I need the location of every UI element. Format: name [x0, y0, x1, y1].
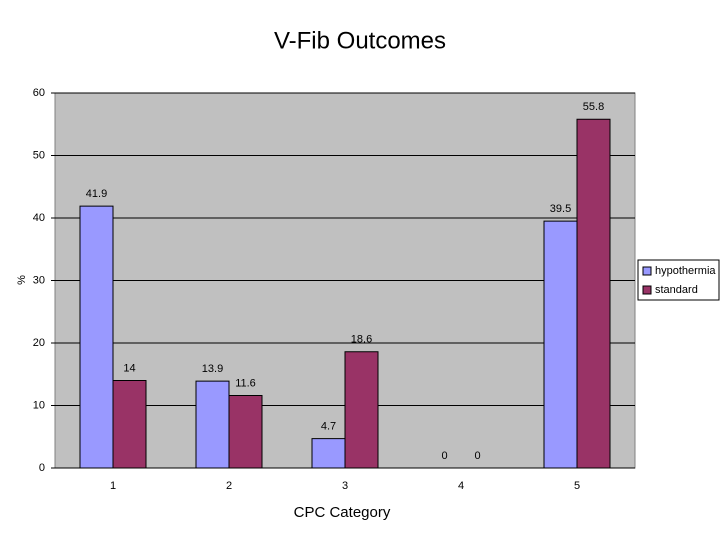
value-label: 55.8 — [583, 101, 604, 113]
value-label: 39.5 — [550, 203, 571, 215]
value-label: 4.7 — [321, 421, 336, 433]
x-tick-label: 3 — [342, 480, 348, 492]
y-tick-label: 10 — [33, 399, 45, 411]
value-label: 14 — [123, 362, 135, 374]
y-tick-label: 30 — [33, 274, 45, 286]
x-tick-label: 5 — [574, 480, 580, 492]
value-label: 18.6 — [351, 334, 372, 346]
value-label: 0 — [474, 450, 480, 462]
bar — [311, 438, 346, 469]
x-tick-label: 1 — [110, 480, 116, 492]
y-tick-label: 20 — [33, 337, 45, 349]
y-tick-label: 60 — [33, 87, 45, 99]
bar — [228, 395, 263, 469]
value-label: 11.6 — [235, 377, 256, 389]
y-axis-title: % — [16, 275, 28, 285]
bar — [576, 118, 611, 469]
legend-swatch — [642, 266, 652, 276]
value-label: 41.9 — [86, 188, 107, 200]
bar — [112, 380, 147, 469]
value-label: 13.9 — [202, 363, 223, 375]
y-tick-label: 0 — [39, 462, 45, 474]
x-tick-label: 2 — [226, 480, 232, 492]
legend-swatch — [642, 285, 652, 295]
chart-title: V-Fib Outcomes — [274, 27, 446, 54]
bar — [195, 380, 230, 469]
x-axis-title: CPC Category — [294, 504, 391, 521]
legend-label: hypothermia — [655, 265, 716, 277]
x-tick-label: 4 — [458, 480, 464, 492]
y-tick-label: 50 — [33, 149, 45, 161]
bar — [79, 205, 114, 469]
bar — [344, 351, 379, 469]
value-label: 0 — [441, 450, 447, 462]
y-tick-label: 40 — [33, 212, 45, 224]
legend-label: standard — [655, 284, 698, 296]
bar — [543, 220, 578, 469]
